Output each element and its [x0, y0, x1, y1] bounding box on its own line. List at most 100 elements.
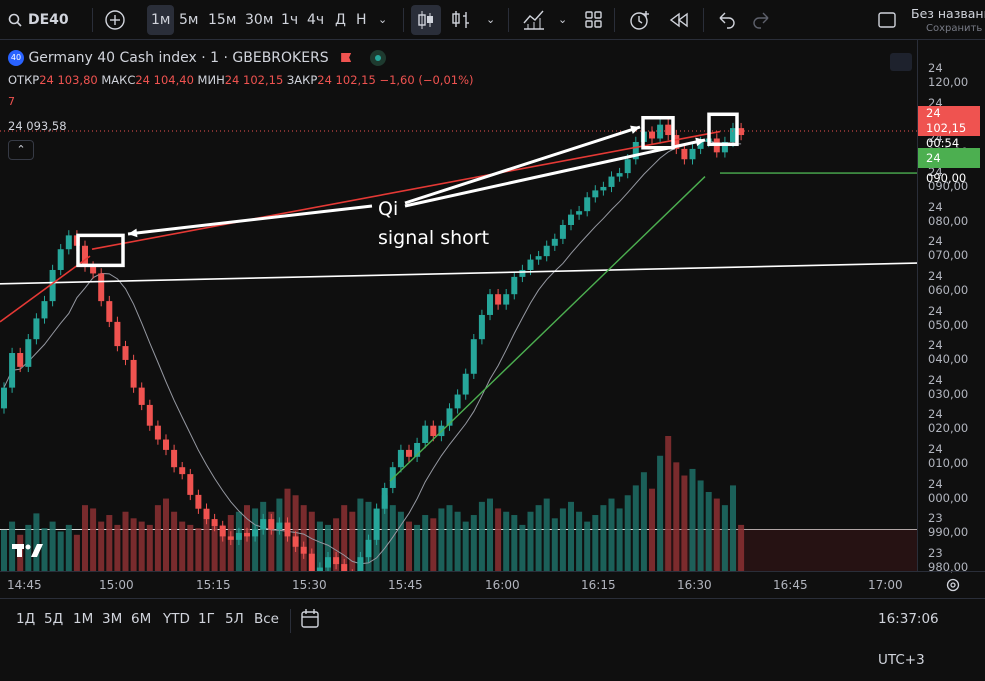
time-axis-settings-icon[interactable]: [945, 577, 961, 596]
volume-bar: [559, 508, 566, 571]
candle-body: [1, 387, 7, 409]
trend-line-left: [0, 255, 91, 323]
volume-bar: [738, 524, 745, 571]
flag-icon[interactable]: [341, 53, 352, 62]
price-tick: 24 050,00: [928, 303, 969, 332]
annotation-qi[interactable]: Qi: [378, 198, 399, 220]
timeframe-5m[interactable]: 5м: [179, 12, 199, 28]
volume-bar: [673, 462, 680, 571]
range-button-1[interactable]: 5Д: [44, 611, 64, 627]
range-button-3[interactable]: 3М: [102, 611, 123, 627]
volume-bar: [98, 521, 105, 571]
toolbar-divider: [703, 8, 704, 32]
time-tick: 15:30: [292, 578, 327, 592]
timeframe-15m[interactable]: 15м: [208, 12, 237, 28]
candle-body: [308, 553, 315, 571]
symbol-search-icon[interactable]: [8, 0, 22, 40]
volume-bar: [495, 508, 502, 571]
volume-bar: [600, 505, 607, 571]
low-label: МИН: [197, 73, 225, 87]
annotation-signal-short[interactable]: signal short: [378, 227, 490, 249]
compare-add-icon[interactable]: [104, 0, 126, 40]
redo-icon[interactable]: [752, 0, 772, 40]
toolbar-divider: [92, 8, 93, 32]
volume-bar: [114, 524, 121, 571]
price-chart[interactable]: [0, 40, 917, 571]
toolbar-divider: [614, 8, 615, 32]
volume-bar: [705, 491, 712, 571]
volume-bar: [568, 501, 574, 571]
annotation-arrow: [404, 138, 706, 208]
series-title[interactable]: Germany 40 Cash index · 1 · GBEBROKERS: [28, 50, 329, 66]
candle-body: [235, 532, 242, 540]
chart-type-dropdown-icon[interactable]: ⌄: [486, 13, 496, 26]
range-button-2[interactable]: 1М: [73, 611, 94, 627]
candle-body: [730, 128, 736, 142]
chart-settings-icon[interactable]: [890, 53, 912, 71]
volume-bar: [260, 501, 267, 571]
volume-bar: [584, 521, 591, 571]
clock[interactable]: 16:37:06 UTC+3: [878, 611, 939, 668]
trend-line-green: [389, 176, 706, 482]
timeframe-30m[interactable]: 30м: [245, 12, 274, 28]
volume-bar: [146, 524, 153, 571]
annotation-arrow: [127, 204, 373, 236]
time-axis[interactable]: 14:45 15:00 15:15 15:30 15:45 16:00 16:15 16:30…: [0, 571, 985, 598]
volume-bar: [333, 518, 340, 571]
candle-body: [341, 564, 348, 571]
candle-body: [600, 186, 607, 191]
alert-clock-icon[interactable]: [628, 0, 652, 40]
range-button-0[interactable]: 1Д: [16, 611, 36, 627]
toolbar-divider: [290, 609, 291, 633]
candle-body: [122, 346, 129, 360]
arrow-head: [695, 137, 705, 147]
indicators-dropdown-icon[interactable]: ⌄: [558, 13, 568, 26]
candle-body: [535, 256, 542, 260]
timeframe-1h[interactable]: 1ч: [281, 12, 299, 28]
market-status-icon[interactable]: [369, 50, 386, 66]
timeframe-dropdown-icon[interactable]: ⌄: [378, 13, 388, 26]
range-button-6[interactable]: 1Г: [198, 611, 215, 627]
candle-body: [381, 487, 388, 509]
layout-box-icon[interactable]: [877, 0, 897, 40]
price-tick: 24 030,00: [928, 372, 969, 401]
volume-bar: [357, 498, 364, 571]
volume-bar: [397, 511, 404, 571]
candle-body: [414, 442, 421, 457]
candle-body: [608, 176, 615, 187]
time-tick: 16:45: [773, 578, 808, 592]
symbol-badge: 40: [8, 50, 24, 66]
price-tick: 24 010,00: [928, 441, 969, 470]
layout-grid-icon[interactable]: [584, 0, 604, 40]
volume-bar: [65, 524, 72, 571]
volume-bar: [49, 521, 56, 571]
range-button-8[interactable]: Все: [254, 611, 279, 627]
collapse-legend-icon[interactable]: ⌃: [8, 140, 34, 160]
candle-body: [365, 539, 372, 558]
candle-body: [276, 522, 283, 530]
save-label[interactable]: Сохранить: [926, 23, 983, 34]
volume-bar: [219, 524, 226, 571]
range-button-4[interactable]: 6М: [131, 611, 152, 627]
timeframe-4h[interactable]: 4ч: [307, 12, 325, 28]
candle-body: [252, 529, 259, 537]
timeframe-day[interactable]: Д: [335, 12, 346, 28]
timeframe-1m[interactable]: 1м: [147, 5, 175, 35]
date-range-icon[interactable]: [300, 599, 320, 640]
range-button-5[interactable]: YTD: [163, 611, 190, 627]
tradingview-logo: [12, 541, 46, 563]
volume-bar: [211, 521, 218, 571]
layout-name[interactable]: Без названи: [911, 6, 985, 21]
candle-body: [632, 141, 639, 160]
bars-chart-type-icon[interactable]: [451, 0, 473, 40]
undo-icon[interactable]: [716, 0, 736, 40]
range-button-7[interactable]: 5Л: [225, 611, 244, 627]
open-value: 24 103,80: [39, 73, 98, 87]
timeframe-week[interactable]: Н: [356, 12, 367, 28]
indicators-icon[interactable]: [522, 0, 546, 40]
candles-chart-type-icon[interactable]: [411, 5, 441, 35]
symbol-name[interactable]: DE40: [28, 12, 69, 28]
replay-icon[interactable]: [668, 0, 690, 40]
candle-body: [154, 425, 161, 440]
volume-bar: [195, 528, 202, 571]
